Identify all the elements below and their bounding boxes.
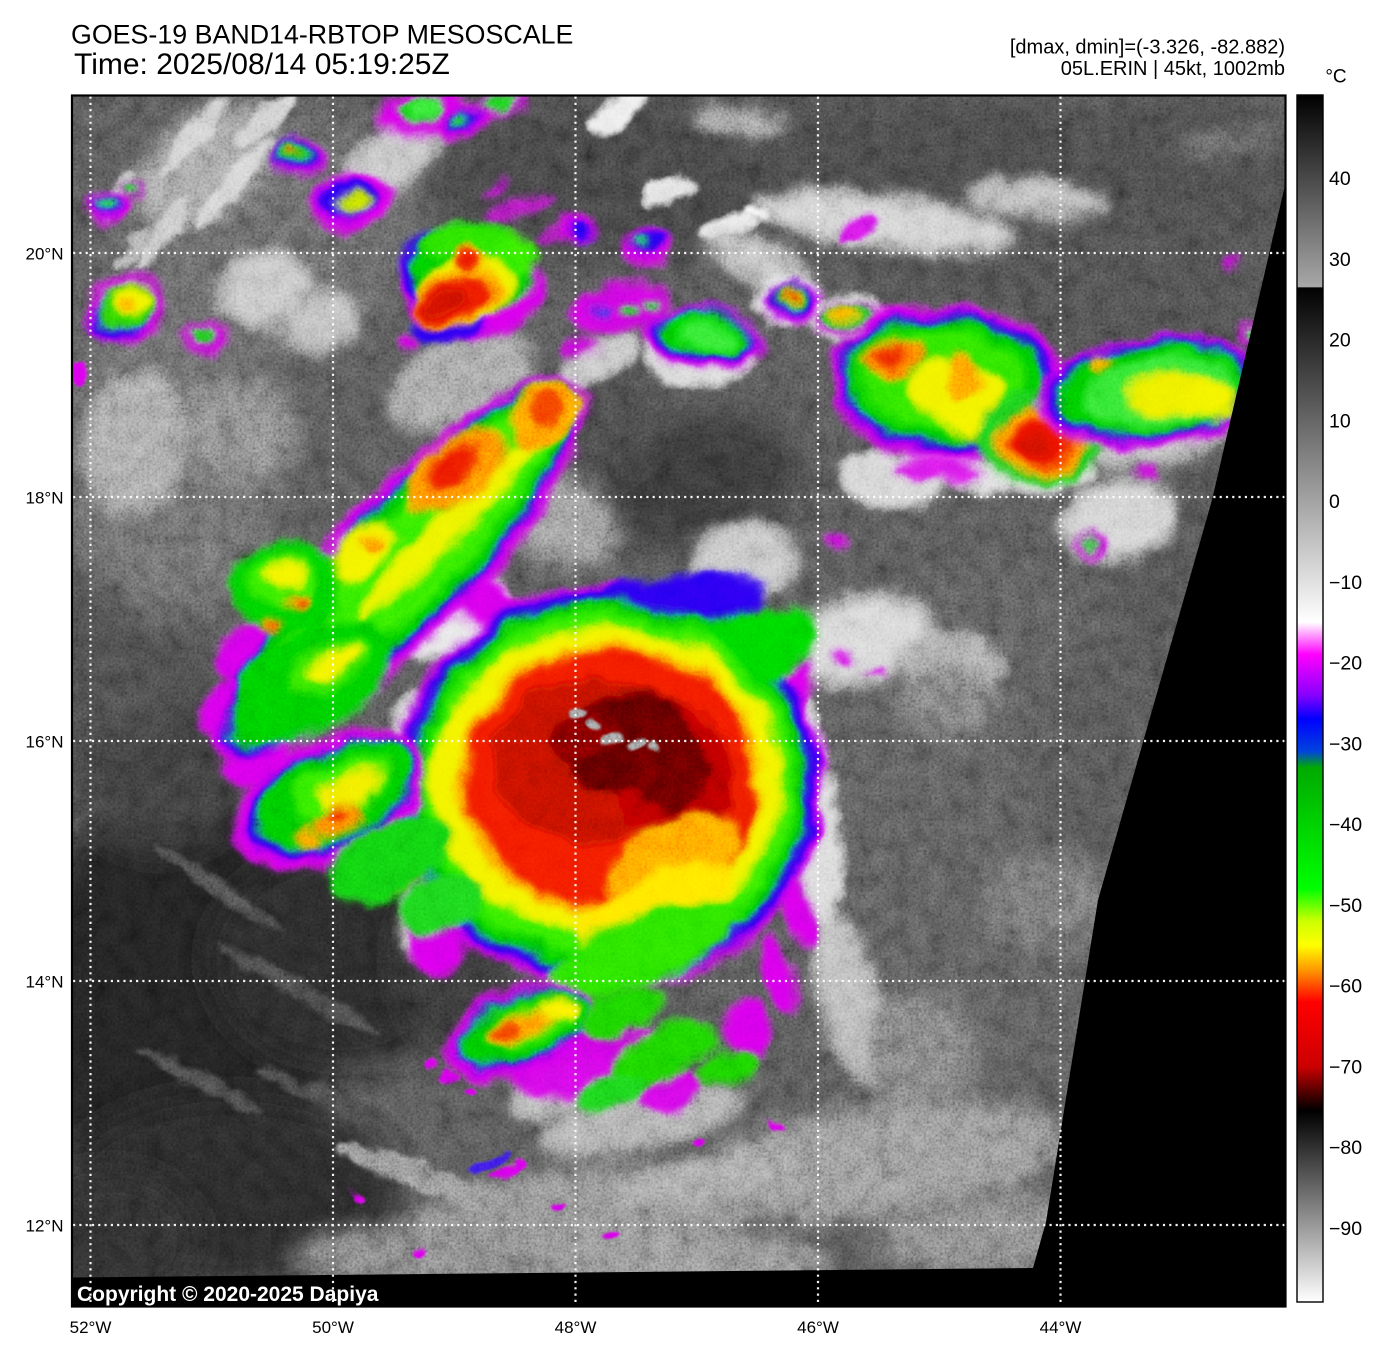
svg-text:12°N: 12°N [26, 1217, 64, 1236]
svg-text:0: 0 [1329, 491, 1340, 513]
svg-text:−60: −60 [1329, 976, 1362, 998]
svg-text:−20: −20 [1329, 653, 1362, 675]
svg-text:GOES-19 BAND14-RBTOP MESOSCALE: GOES-19 BAND14-RBTOP MESOSCALE [71, 20, 573, 50]
svg-text:−50: −50 [1329, 895, 1362, 917]
svg-text:18°N: 18°N [26, 489, 64, 508]
svg-text:−70: −70 [1329, 1057, 1362, 1079]
svg-text:30: 30 [1329, 249, 1351, 271]
svg-text:40: 40 [1329, 168, 1351, 190]
svg-text:52°W: 52°W [70, 1318, 112, 1337]
svg-text:14°N: 14°N [26, 973, 64, 992]
svg-text:−10: −10 [1329, 572, 1362, 594]
svg-text:−30: −30 [1329, 733, 1362, 755]
svg-text:50°W: 50°W [312, 1318, 354, 1337]
svg-text:−90: −90 [1329, 1218, 1362, 1240]
svg-text:−80: −80 [1329, 1137, 1362, 1159]
svg-text:46°W: 46°W [797, 1318, 839, 1337]
svg-text:16°N: 16°N [26, 733, 64, 752]
svg-text:Copyright © 2020-2025 Dapiya: Copyright © 2020-2025 Dapiya [77, 1283, 379, 1306]
svg-text:10: 10 [1329, 410, 1351, 432]
svg-text:05L.ERIN | 45kt, 1002mb: 05L.ERIN | 45kt, 1002mb [1061, 58, 1285, 80]
svg-text:20: 20 [1329, 330, 1351, 352]
svg-text:Time: 2025/08/14 05:19:25Z: Time: 2025/08/14 05:19:25Z [74, 48, 450, 81]
svg-text:[dmax, dmin]=(-3.326, -82.882): [dmax, dmin]=(-3.326, -82.882) [1010, 37, 1285, 59]
svg-text:°C: °C [1325, 67, 1346, 88]
svg-text:44°W: 44°W [1040, 1318, 1082, 1337]
svg-text:−40: −40 [1329, 814, 1362, 836]
svg-text:20°N: 20°N [26, 245, 64, 264]
svg-text:48°W: 48°W [555, 1318, 597, 1337]
